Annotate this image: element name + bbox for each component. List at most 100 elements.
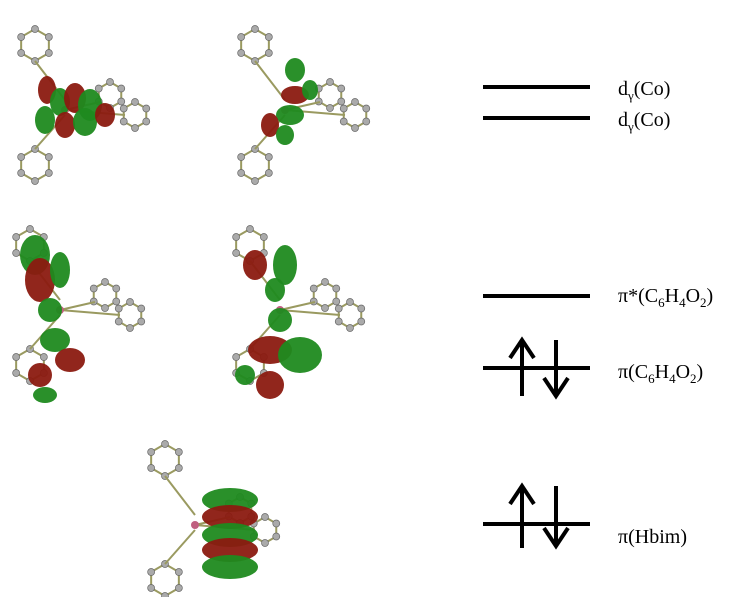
- atom: [338, 98, 345, 105]
- orbital-image: [18, 26, 150, 185]
- label-text: O: [676, 361, 690, 383]
- atom: [138, 318, 145, 325]
- atom: [265, 154, 272, 161]
- atom: [347, 299, 354, 306]
- atom: [340, 118, 347, 125]
- lobe: [285, 58, 305, 82]
- atom: [238, 154, 245, 161]
- atom: [102, 279, 109, 286]
- orbital-image: [148, 441, 280, 597]
- atom: [273, 520, 280, 527]
- atom: [18, 170, 25, 177]
- label-text: H: [665, 285, 679, 307]
- lobe: [276, 125, 294, 145]
- atom: [358, 305, 365, 312]
- atom: [138, 305, 145, 312]
- atom: [191, 521, 199, 529]
- level-label: π(Hbim): [618, 526, 687, 548]
- atom: [175, 585, 182, 592]
- atom: [327, 105, 334, 112]
- level-label: dγ(Co): [618, 109, 670, 134]
- atom: [127, 325, 134, 332]
- atom: [352, 125, 359, 132]
- atom: [363, 118, 370, 125]
- atom: [175, 465, 182, 472]
- atom: [18, 34, 25, 41]
- orbital-images: [13, 26, 370, 597]
- atom: [265, 170, 272, 177]
- atom: [265, 50, 272, 57]
- atom: [252, 26, 259, 33]
- lobe: [302, 80, 318, 100]
- atom: [252, 178, 259, 185]
- lobe: [95, 103, 115, 127]
- atom: [27, 226, 34, 233]
- label-text: ): [707, 285, 714, 307]
- bond: [60, 310, 120, 315]
- atom: [18, 50, 25, 57]
- orbital-image: [13, 226, 145, 404]
- level-label: π*(C6H4O2): [618, 285, 713, 310]
- lobe: [278, 337, 322, 373]
- atom: [13, 370, 20, 377]
- atom: [310, 285, 317, 292]
- lobe: [276, 105, 304, 125]
- atom: [45, 34, 52, 41]
- atom: [340, 105, 347, 112]
- atom: [40, 354, 47, 361]
- atom: [107, 79, 114, 86]
- label-text: d: [618, 78, 628, 100]
- atom: [338, 85, 345, 92]
- atom: [148, 465, 155, 472]
- label-text: π*(C: [618, 285, 658, 307]
- atom: [113, 298, 120, 305]
- lobe: [268, 308, 292, 332]
- atom: [127, 299, 134, 306]
- lobe: [256, 371, 284, 399]
- atom: [260, 234, 267, 241]
- atom: [162, 441, 169, 448]
- label-text: ): [697, 361, 704, 383]
- atom: [115, 318, 122, 325]
- atom: [247, 226, 254, 233]
- lobe: [235, 365, 255, 385]
- atom: [32, 178, 39, 185]
- lobe: [40, 328, 70, 352]
- atom: [132, 125, 139, 132]
- label-text: π(Hbim): [618, 526, 687, 548]
- bond: [165, 530, 195, 564]
- atom: [102, 305, 109, 312]
- atom: [175, 569, 182, 576]
- atom: [233, 250, 240, 257]
- spin-up: [510, 486, 534, 548]
- atom: [143, 105, 150, 112]
- level-label: π(C6H4O2): [618, 361, 703, 386]
- lobe: [35, 106, 55, 134]
- atom: [18, 154, 25, 161]
- orbital-image: [233, 226, 365, 400]
- lobe: [243, 250, 267, 280]
- electron-arrows: [510, 340, 568, 548]
- atom: [233, 234, 240, 241]
- atom: [322, 279, 329, 286]
- bond: [255, 61, 285, 100]
- atom: [113, 285, 120, 292]
- label-text: π(C: [618, 361, 648, 383]
- atom: [262, 540, 269, 547]
- atom: [175, 449, 182, 456]
- atom: [238, 170, 245, 177]
- atom: [148, 449, 155, 456]
- atom: [115, 305, 122, 312]
- lobe: [38, 298, 62, 322]
- atom: [322, 305, 329, 312]
- lobe: [55, 112, 75, 138]
- atom: [265, 34, 272, 41]
- lobe: [33, 387, 57, 403]
- atom: [333, 298, 340, 305]
- energy-levels: [483, 87, 590, 524]
- label-text: O: [686, 285, 700, 307]
- lobe: [202, 555, 258, 579]
- level-label: dγ(Co): [618, 78, 670, 103]
- spin-down: [544, 486, 568, 546]
- atom: [118, 85, 125, 92]
